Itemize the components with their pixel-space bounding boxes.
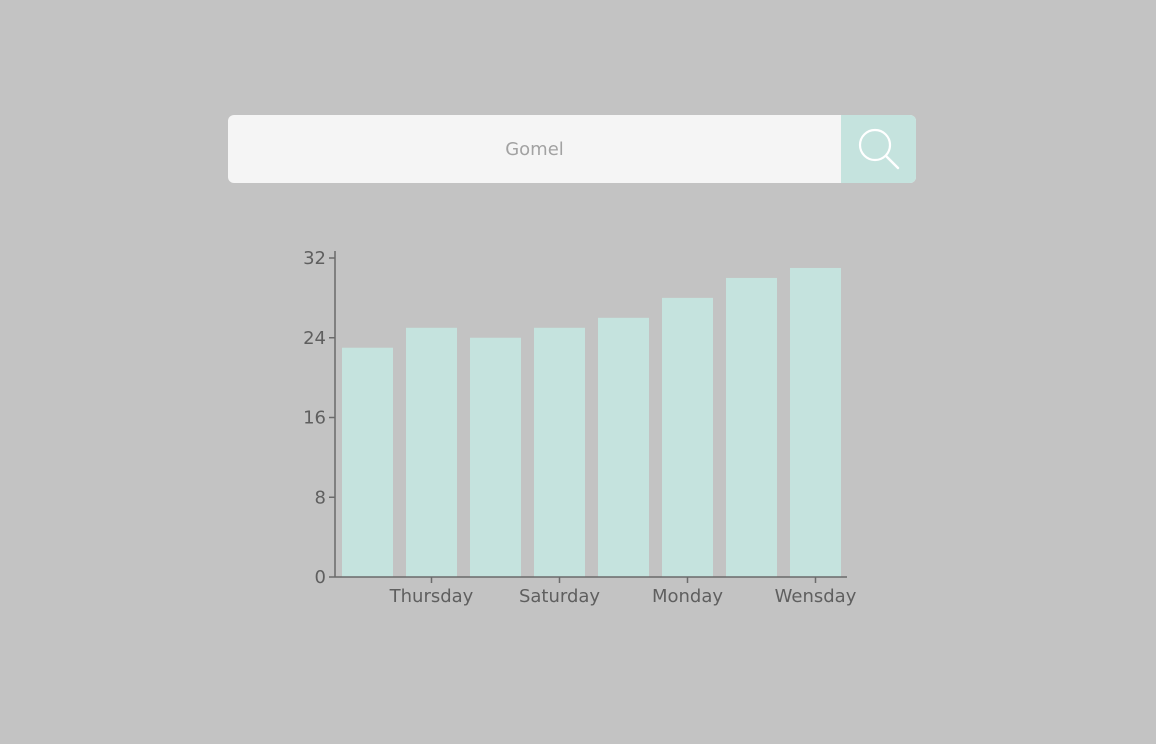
temperature-chart: 0 8 16 24 32 Thursday Saturday Monday Wensday — [280, 235, 880, 625]
bar-3 — [534, 327, 585, 577]
x-tick-label: Thursday — [389, 586, 474, 607]
bar-7 — [790, 267, 841, 577]
x-tick-label: Wensday — [775, 586, 857, 607]
search-button[interactable] — [841, 115, 916, 183]
search-bar — [228, 115, 916, 183]
bar-0 — [342, 347, 393, 577]
search-input[interactable] — [228, 115, 841, 183]
bar-chart: 0 8 16 24 32 Thursday Saturday Monday Wensday — [303, 248, 857, 607]
search-icon — [858, 128, 899, 170]
y-tick-label: 24 — [303, 328, 326, 349]
bar-6 — [726, 277, 777, 577]
x-tick-label: Saturday — [519, 586, 600, 607]
bar-1 — [406, 327, 457, 577]
x-tick-label: Monday — [652, 586, 723, 607]
y-tick-label: 0 — [315, 567, 326, 588]
y-tick-label: 8 — [315, 487, 326, 508]
bar-2 — [470, 337, 521, 577]
y-tick-label: 16 — [303, 408, 326, 429]
y-tick-label: 32 — [303, 248, 326, 269]
bar-5 — [662, 297, 713, 577]
bar-4 — [598, 317, 649, 577]
